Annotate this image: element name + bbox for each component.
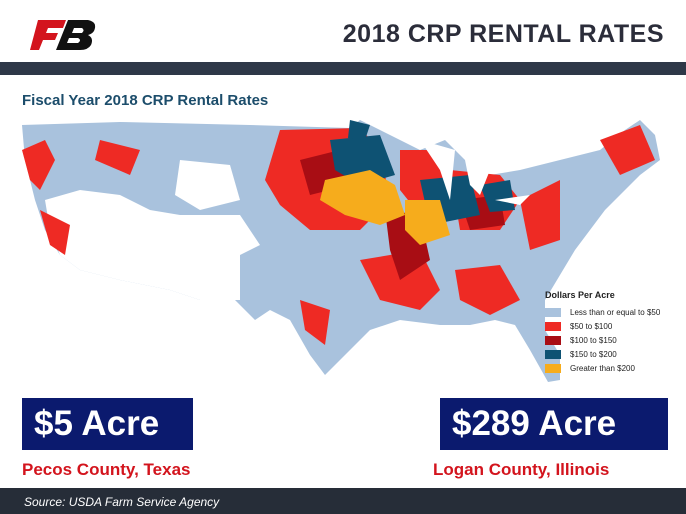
callout-value: $289 Acre bbox=[440, 398, 668, 450]
legend-label: $50 to $100 bbox=[570, 321, 613, 331]
logo bbox=[30, 20, 96, 50]
map-region bbox=[22, 140, 55, 190]
map-region bbox=[300, 300, 330, 345]
map-region bbox=[348, 120, 370, 140]
header-bar bbox=[0, 62, 686, 75]
legend-label: Greater than $200 bbox=[570, 363, 635, 373]
map-region bbox=[600, 125, 655, 175]
map-region bbox=[95, 140, 140, 175]
legend-swatch bbox=[545, 363, 561, 373]
legend-item: $150 to $200 bbox=[545, 347, 660, 361]
callout-value: $5 Acre bbox=[22, 398, 193, 450]
legend-item: $100 to $150 bbox=[545, 333, 660, 347]
legend-swatch bbox=[545, 321, 561, 331]
callout-place: Pecos County, Texas bbox=[22, 460, 191, 479]
legend-item: Greater than $200 bbox=[545, 361, 660, 375]
map-region bbox=[455, 265, 520, 315]
legend-label: $100 to $150 bbox=[570, 335, 617, 345]
map bbox=[22, 120, 660, 382]
map-region bbox=[320, 170, 405, 225]
map-region bbox=[480, 180, 515, 212]
legend-items: Less than or equal to $50 $50 to $100 $100… bbox=[545, 305, 660, 375]
source: Source: USDA Farm Service Agency bbox=[24, 495, 220, 509]
page-title: 2018 CRP RENTAL RATES bbox=[342, 20, 664, 48]
legend-title: Dollars Per Acre bbox=[545, 290, 615, 300]
legend-swatch bbox=[545, 307, 561, 317]
callout-place: Logan County, Illinois bbox=[433, 460, 610, 479]
legend-item: Less than or equal to $50 bbox=[545, 305, 660, 319]
map-region bbox=[520, 180, 560, 250]
footer-bar bbox=[0, 488, 686, 514]
legend-label: Less than or equal to $50 bbox=[570, 307, 661, 317]
legend: Dollars Per Acre Less than or equal to $… bbox=[545, 290, 660, 375]
legend-label: $150 to $200 bbox=[570, 349, 617, 359]
legend-item: $50 to $100 bbox=[545, 319, 660, 333]
legend-swatch bbox=[545, 335, 561, 345]
map-region bbox=[40, 210, 70, 255]
legend-swatch bbox=[545, 349, 561, 359]
map-region bbox=[330, 135, 395, 185]
map-title: Fiscal Year 2018 CRP Rental Rates bbox=[22, 92, 269, 109]
map-region bbox=[405, 200, 450, 245]
